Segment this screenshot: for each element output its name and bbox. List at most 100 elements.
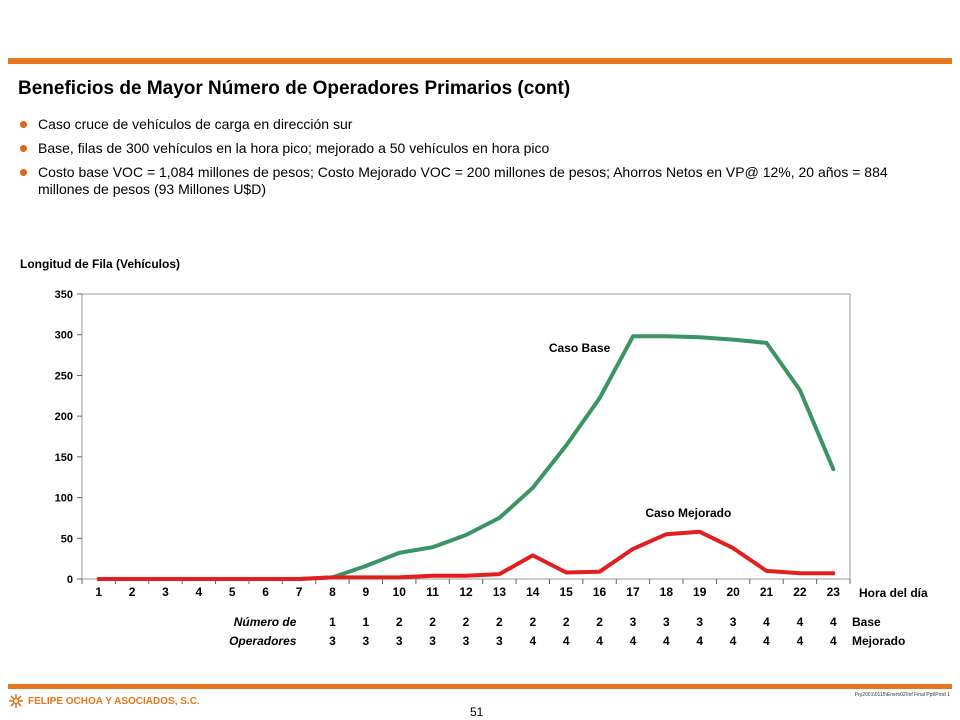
series-label-caso-mejorado: Caso Mejorado: [645, 506, 731, 520]
data-point: [464, 533, 468, 537]
operators-count: 4: [797, 615, 804, 629]
page-number: 51: [470, 705, 484, 719]
operators-count: 2: [429, 615, 436, 629]
x-tick-label: 8: [329, 585, 336, 599]
x-tick-label: 12: [459, 585, 473, 599]
y-tick-label: 100: [55, 493, 73, 505]
data-point: [431, 574, 434, 577]
data-point: [564, 444, 568, 447]
x-tick-label: 23: [827, 585, 841, 599]
bullet-text: Costo base VOC = 1,084 millones de pesos…: [38, 164, 888, 197]
operators-count: 3: [663, 615, 670, 629]
y-tick-label: 350: [55, 289, 73, 301]
data-point: [564, 571, 568, 574]
data-point: [765, 341, 768, 345]
data-point: [164, 577, 167, 581]
x-tick-label: 21: [760, 585, 774, 599]
data-point: [97, 577, 100, 581]
data-point: [197, 577, 201, 581]
x-tick-label: 11: [426, 585, 439, 599]
data-point: [531, 486, 534, 489]
x-tick-label: 6: [262, 585, 269, 599]
bullet-item: Caso cruce de vehículos de carga en dire…: [18, 116, 942, 133]
x-tick-label: 16: [593, 585, 607, 599]
operators-count: 4: [630, 634, 637, 648]
data-point: [331, 576, 334, 579]
y-tick-label: 300: [55, 330, 73, 342]
x-tick-label: 17: [626, 585, 640, 599]
x-tick-label: 5: [229, 585, 236, 599]
operators-row-label: Base: [852, 615, 881, 629]
operators-count: 4: [830, 634, 837, 648]
operators-count: 3: [396, 634, 403, 648]
footer-logo: FELIPE OCHOA Y ASOCIADOS, S.C.: [8, 692, 200, 710]
x-tick-label: 9: [362, 585, 369, 599]
operators-count: 2: [596, 615, 603, 629]
data-point: [498, 572, 501, 576]
operators-count: 4: [696, 634, 703, 648]
data-point: [598, 570, 601, 573]
operators-count: 2: [396, 615, 403, 629]
data-point: [498, 516, 501, 520]
operators-count: 4: [730, 634, 737, 648]
operators-count: 4: [663, 634, 670, 648]
operators-count: 3: [463, 634, 470, 648]
operators-count: 3: [630, 615, 637, 629]
operators-count: 3: [496, 634, 503, 648]
bullet-dot-icon: [20, 145, 27, 152]
operators-row-label: Mejorado: [852, 634, 905, 648]
operators-count: 4: [596, 634, 603, 648]
operators-count: 4: [763, 634, 770, 648]
data-point: [364, 576, 368, 579]
y-tick-label: 150: [55, 452, 73, 464]
operators-count: 3: [696, 615, 703, 629]
x-tick-label: 22: [793, 585, 807, 599]
y-tick-label: 50: [61, 533, 73, 545]
file-reference: Pry2001\0115\Enero02\Inf Final Ppt\Prod …: [854, 692, 950, 698]
data-point: [231, 577, 234, 581]
company-name: FELIPE OCHOA Y ASOCIADOS, S.C.: [28, 695, 200, 707]
operators-count: 3: [429, 634, 436, 648]
y-tick-label: 0: [67, 574, 73, 586]
x-tick-label: 10: [393, 585, 407, 599]
operators-count: 2: [463, 615, 470, 629]
operators-count: 3: [730, 615, 737, 629]
x-tick-label: 3: [162, 585, 169, 599]
operators-count: 3: [329, 634, 336, 648]
operators-count: 1: [362, 615, 369, 629]
x-tick-label: 4: [196, 585, 203, 599]
data-point: [731, 546, 735, 550]
x-tick-label: 13: [493, 585, 507, 599]
bullet-list: Caso cruce de vehículos de carga en dire…: [18, 116, 942, 205]
slide-title: Beneficios de Mayor Número de Operadores…: [18, 78, 571, 99]
operators-count: 4: [763, 615, 770, 629]
top-accent-bar: [8, 58, 952, 64]
data-point: [464, 574, 468, 577]
operators-count: 4: [563, 634, 570, 648]
data-point: [798, 388, 802, 392]
data-point: [631, 335, 635, 338]
bullet-dot-icon: [20, 121, 27, 128]
operators-count: 1: [329, 615, 336, 629]
bullet-text: Base, filas de 300 vehículos en la hora …: [38, 140, 550, 156]
data-point: [264, 577, 267, 581]
bullet-item: Costo base VOC = 1,084 millones de pesos…: [18, 164, 942, 198]
operators-count: 2: [496, 615, 503, 629]
data-point: [698, 530, 701, 533]
y-tick-label: 200: [55, 411, 73, 423]
operators-header-line1: Número de: [234, 615, 297, 629]
x-axis-title: Hora del día: [859, 586, 928, 600]
operators-header-line2: Operadores: [229, 634, 297, 648]
data-point: [531, 554, 534, 557]
x-tick-label: 18: [660, 585, 674, 599]
x-tick-label: 14: [526, 585, 540, 599]
series-line-caso-mejorado: [96, 529, 836, 581]
x-tick-label: 1: [95, 585, 102, 599]
x-tick-label: 2: [129, 585, 136, 599]
data-point: [631, 547, 635, 551]
data-point: [665, 335, 668, 338]
data-point: [297, 577, 301, 581]
operators-count: 4: [830, 615, 837, 629]
series-label-caso-base: Caso Base: [549, 341, 611, 355]
operators-count: 2: [529, 615, 536, 629]
